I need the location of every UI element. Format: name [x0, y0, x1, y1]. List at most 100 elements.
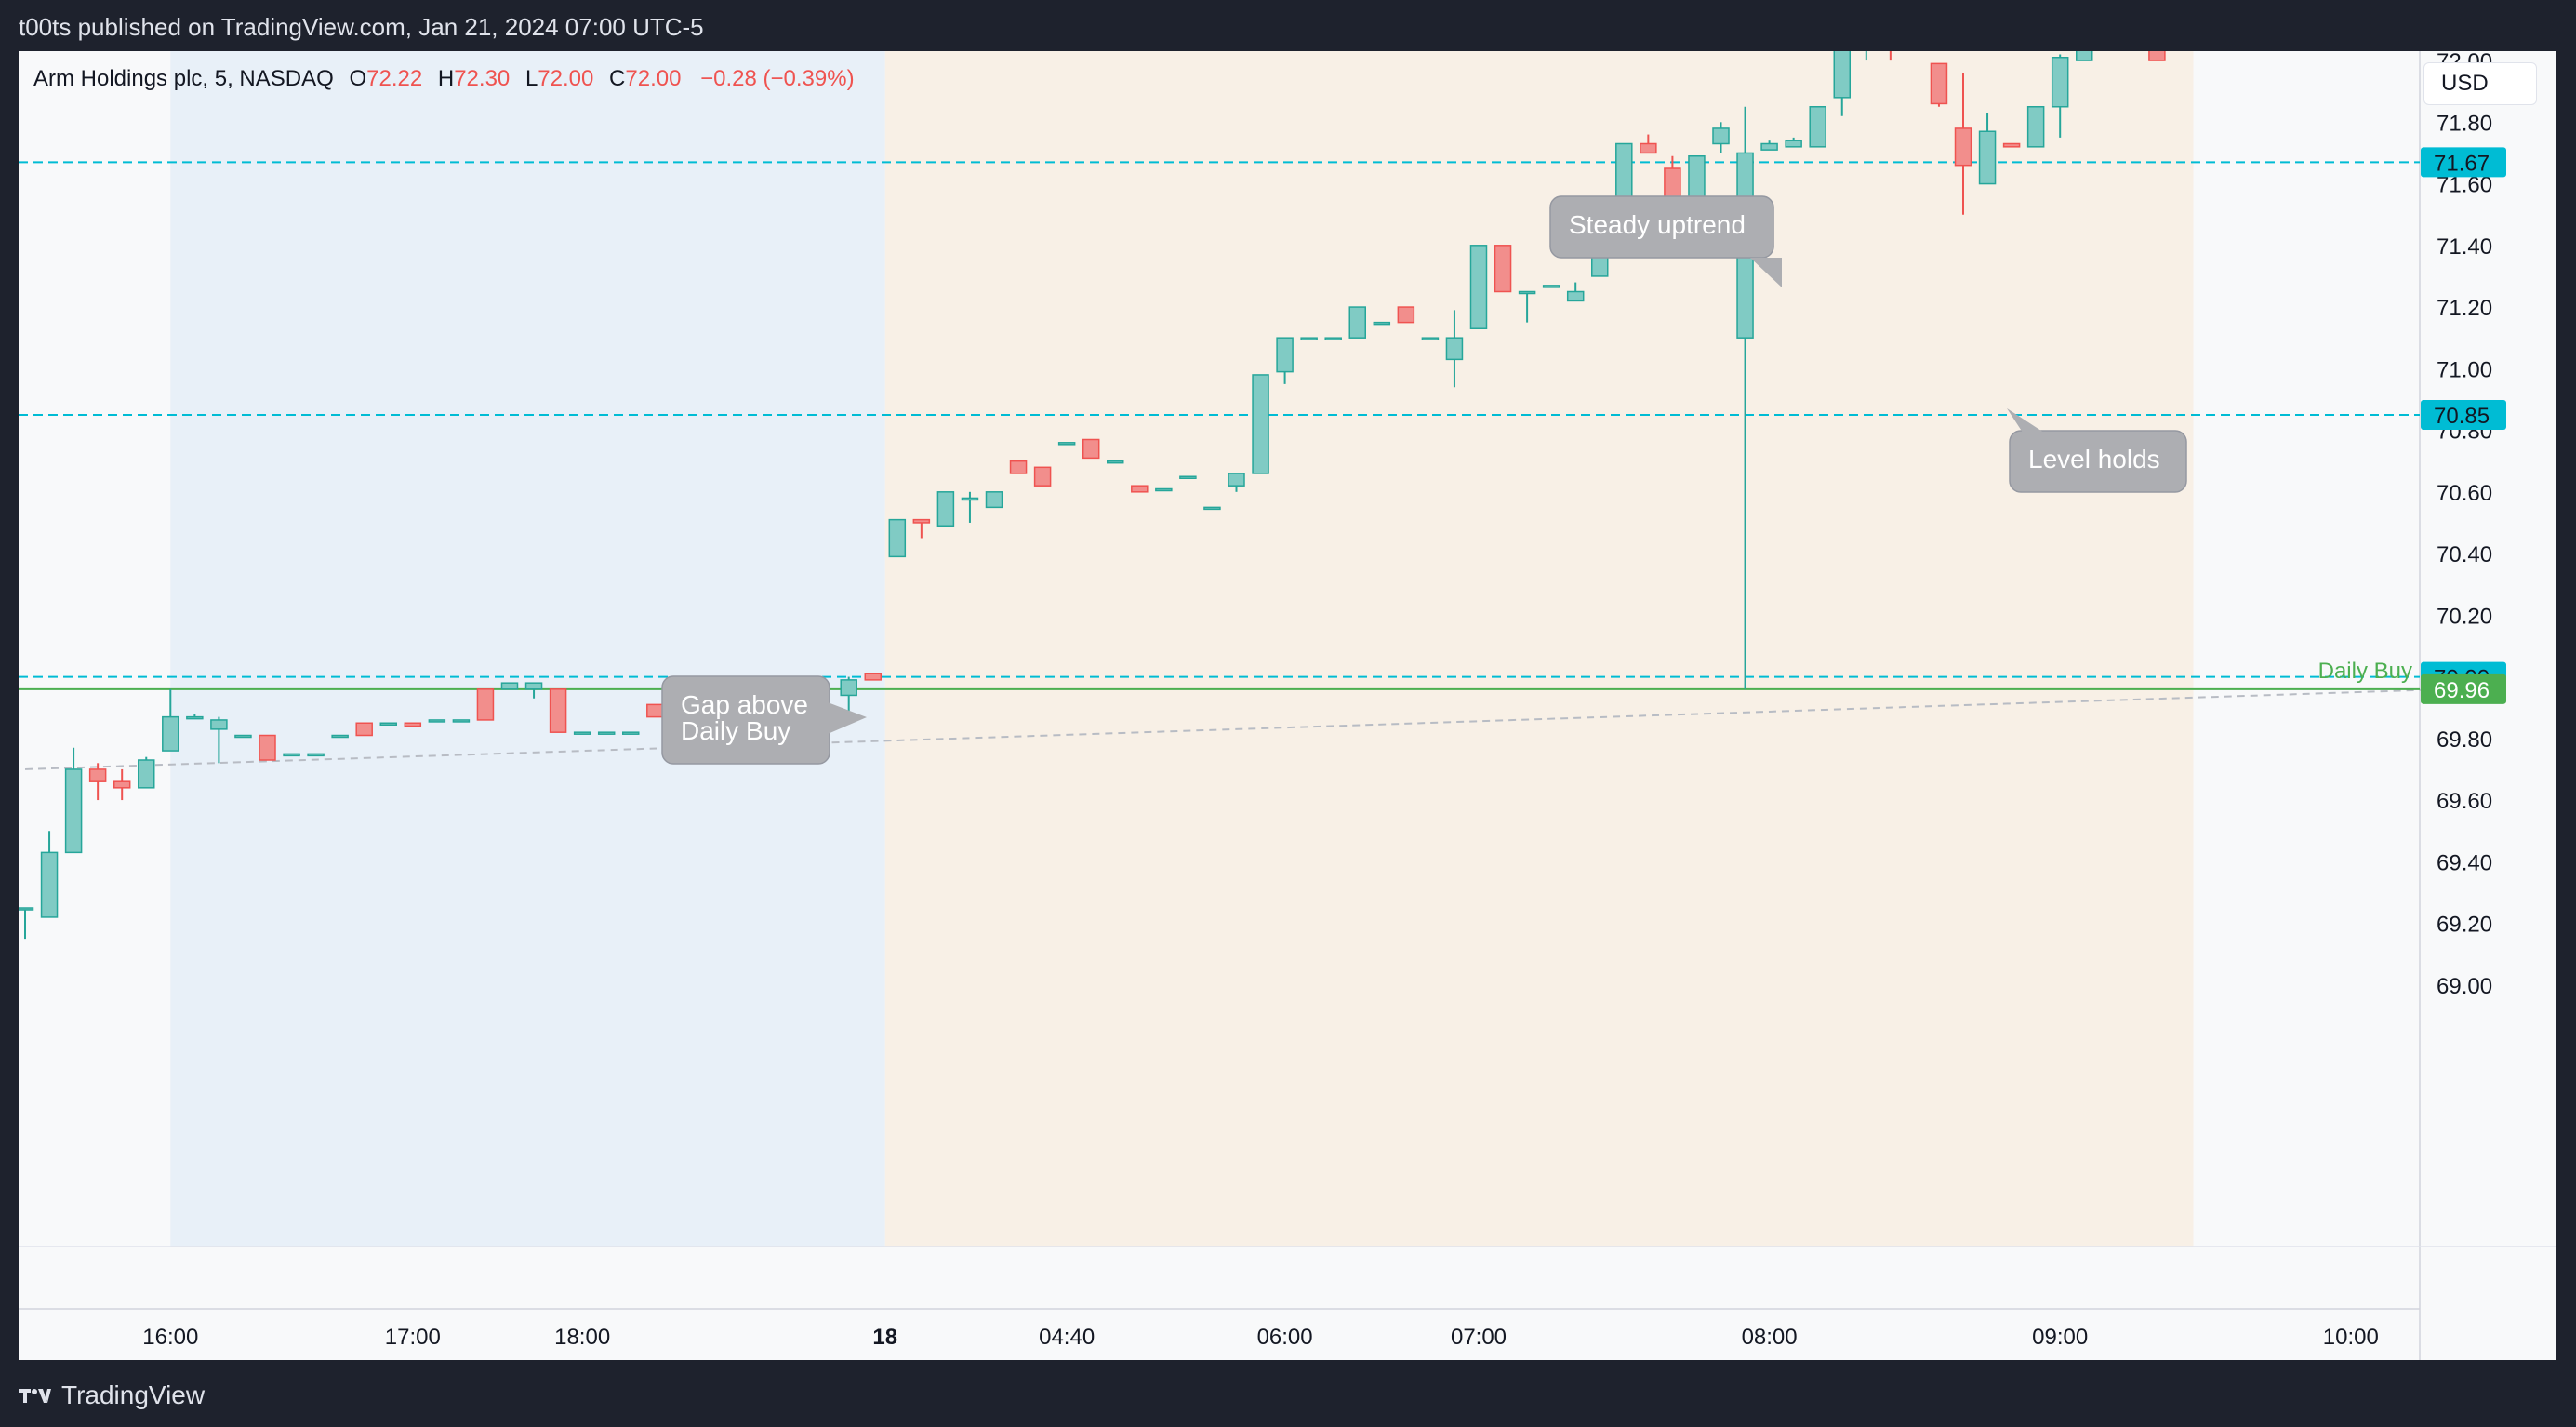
candle[interactable] — [1033, 466, 1052, 487]
candle[interactable] — [1760, 142, 1778, 151]
candle[interactable] — [113, 780, 131, 789]
candle[interactable] — [1373, 321, 1391, 326]
price-tick: 69.00 — [2437, 974, 2492, 999]
candle[interactable] — [573, 731, 591, 735]
candle[interactable] — [646, 703, 664, 718]
candle[interactable] — [64, 768, 83, 854]
candle[interactable] — [1712, 127, 1730, 145]
close-label: C — [609, 66, 626, 91]
candle[interactable] — [1348, 306, 1366, 339]
axis-corner — [2421, 1309, 2556, 1360]
candle[interactable] — [307, 753, 325, 757]
candle[interactable] — [1397, 306, 1415, 324]
candle[interactable] — [1930, 62, 1948, 105]
level-badge — [2421, 400, 2506, 430]
candle[interactable] — [1203, 506, 1221, 511]
time-tick: 17:00 — [385, 1325, 441, 1350]
candle[interactable] — [476, 688, 495, 721]
candle[interactable] — [1566, 290, 1585, 302]
candle[interactable] — [1276, 337, 1294, 373]
candle[interactable] — [2076, 51, 2093, 61]
candle[interactable] — [2051, 57, 2069, 108]
trend-line[interactable] — [24, 687, 2449, 770]
candle[interactable] — [1640, 142, 1657, 154]
candle[interactable] — [1082, 438, 1100, 460]
candle[interactable] — [1009, 460, 1028, 474]
candle[interactable] — [2002, 142, 2021, 148]
candle[interactable] — [840, 679, 857, 697]
candle[interactable] — [234, 734, 252, 739]
callout-steady-uptrend-pointer — [1750, 258, 1782, 287]
candle[interactable] — [1300, 337, 1318, 340]
candle[interactable] — [40, 851, 59, 918]
price-tick: 70.20 — [2437, 604, 2492, 629]
time-tick: 08:00 — [1742, 1325, 1798, 1350]
callout-level-holds[interactable] — [2009, 430, 2187, 493]
candle[interactable] — [888, 518, 907, 558]
chart-frame: Daily Buy72.4072.2072.0071.8071.6071.407… — [19, 51, 2556, 1360]
callout-gap-above-text: Gap above — [681, 690, 808, 719]
candle[interactable] — [622, 731, 640, 735]
candle[interactable] — [1445, 337, 1464, 361]
price-tick: 70.60 — [2437, 481, 2492, 506]
candle[interactable] — [283, 753, 300, 757]
candle[interactable] — [500, 682, 519, 690]
candle[interactable] — [1324, 337, 1342, 340]
candle[interactable] — [1542, 285, 1560, 288]
candle[interactable] — [912, 518, 931, 524]
candle[interactable] — [1518, 290, 1536, 295]
price-chart[interactable]: Daily Buy72.4072.2072.0071.8071.6071.407… — [19, 51, 2556, 1360]
candle[interactable] — [1833, 51, 1851, 99]
footer: TradingView — [0, 1360, 2576, 1427]
price-tick: 71.20 — [2437, 296, 2492, 321]
symbol-name: Arm Holdings plc, 5, NASDAQ — [33, 66, 334, 91]
candle[interactable] — [259, 734, 276, 761]
candle[interactable] — [162, 715, 179, 752]
candle[interactable] — [428, 719, 446, 723]
candle[interactable] — [355, 722, 373, 737]
session-highlight-0 — [170, 51, 885, 1247]
candle[interactable] — [138, 759, 155, 789]
candle[interactable] — [1252, 374, 1269, 474]
time-tick: 06:00 — [1257, 1325, 1313, 1350]
candle[interactable] — [1155, 487, 1173, 492]
candle[interactable] — [524, 682, 543, 690]
time-tick: 18 — [872, 1325, 897, 1350]
high-label: H — [437, 66, 455, 91]
candle[interactable] — [1785, 140, 1802, 148]
candle[interactable] — [1494, 245, 1512, 293]
candle[interactable] — [210, 719, 228, 730]
candle[interactable] — [1228, 473, 1245, 487]
candle[interactable] — [985, 491, 1003, 509]
candle[interactable] — [88, 768, 107, 782]
candle[interactable] — [19, 907, 34, 911]
candle[interactable] — [549, 688, 567, 733]
candle[interactable] — [1978, 130, 1997, 185]
candle[interactable] — [404, 722, 422, 727]
low-value: 72.00 — [538, 66, 594, 91]
price-tick: 69.80 — [2437, 727, 2492, 753]
tradingview-logo[interactable]: TradingView — [19, 1380, 205, 1410]
candle[interactable] — [379, 722, 397, 726]
currency-button[interactable]: USD — [2423, 62, 2537, 105]
callout-steady-uptrend[interactable] — [1549, 195, 1774, 259]
candle[interactable] — [1809, 106, 1826, 148]
candle[interactable] — [597, 731, 616, 735]
candle[interactable] — [1107, 460, 1124, 464]
candle[interactable] — [1131, 485, 1149, 493]
price-tick: 71.00 — [2437, 357, 2492, 382]
candle[interactable] — [1179, 475, 1197, 479]
candle[interactable] — [1954, 127, 1972, 167]
candle[interactable] — [864, 673, 882, 681]
candle[interactable] — [1057, 442, 1076, 446]
candle[interactable] — [1421, 337, 1440, 340]
candle[interactable] — [961, 497, 979, 501]
candle[interactable] — [331, 734, 349, 739]
candle[interactable] — [936, 491, 955, 527]
candle[interactable] — [2026, 106, 2045, 148]
candle[interactable] — [2148, 51, 2166, 61]
candle[interactable] — [1469, 245, 1488, 329]
price-tick: 71.80 — [2437, 111, 2492, 136]
candle[interactable] — [452, 719, 471, 723]
candle[interactable] — [186, 715, 204, 720]
